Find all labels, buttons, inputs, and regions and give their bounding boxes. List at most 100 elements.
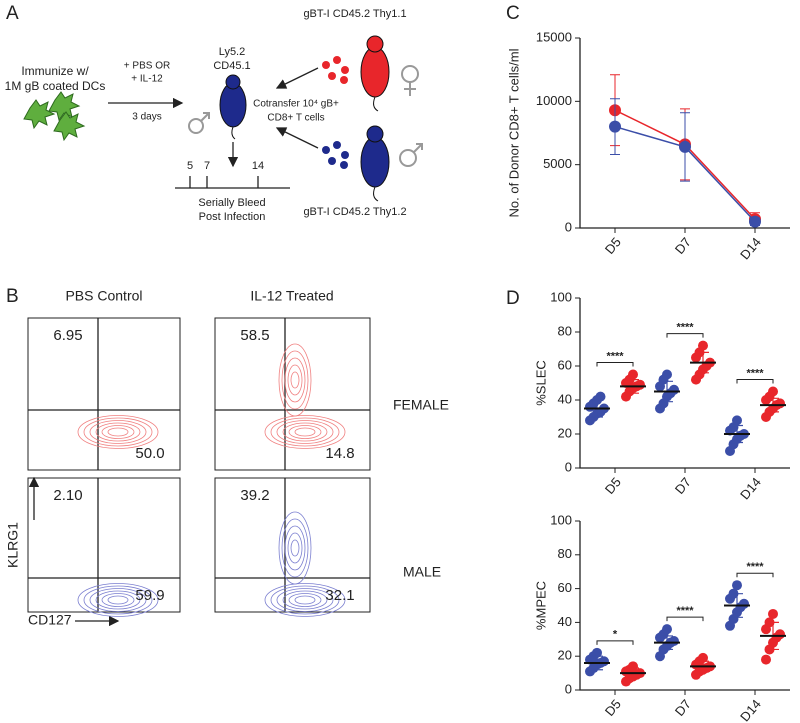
y-tick-label: 40 bbox=[558, 391, 572, 406]
contour bbox=[107, 427, 129, 437]
significance-label: **** bbox=[676, 605, 694, 617]
x-tick-label: D7 bbox=[672, 474, 694, 496]
panel-b: B PBS Control IL-12 Treated FEMALE MALE … bbox=[5, 286, 449, 628]
row-title: FEMALE bbox=[393, 397, 449, 413]
column-title: IL-12 Treated bbox=[250, 288, 333, 304]
contour bbox=[282, 422, 328, 442]
contour bbox=[276, 588, 334, 612]
quadrant-value: 32.1 bbox=[325, 587, 354, 604]
y-axis-label: %MPEC bbox=[533, 581, 548, 630]
significance-bracket bbox=[736, 379, 774, 384]
significance-bracket bbox=[736, 572, 774, 578]
y-axis-label: KLRG1 bbox=[5, 522, 21, 568]
flow-plot-frame bbox=[27, 477, 181, 613]
cells bbox=[322, 56, 349, 84]
point bbox=[609, 120, 621, 133]
contour bbox=[77, 415, 159, 449]
y-axis-label: No. of Donor CD8+ T cells/ml bbox=[506, 48, 521, 217]
text: CD8+ T cells bbox=[267, 113, 324, 124]
donor-mouse bbox=[360, 35, 390, 112]
contour bbox=[107, 595, 129, 605]
y-tick-label: 100 bbox=[550, 289, 572, 304]
quadrant-value: 58.5 bbox=[240, 327, 269, 344]
contour bbox=[264, 583, 346, 617]
panel-label: C bbox=[506, 3, 520, 24]
significance-bracket bbox=[596, 362, 634, 367]
point bbox=[628, 369, 638, 380]
y-tick-label: 80 bbox=[558, 323, 572, 338]
text: 14 bbox=[252, 160, 264, 172]
contour bbox=[284, 357, 306, 403]
text: Immunize w/ bbox=[21, 64, 89, 78]
text: 3 days bbox=[132, 112, 161, 123]
arrow bbox=[275, 67, 319, 89]
contour bbox=[83, 417, 153, 447]
host-mouse bbox=[219, 74, 247, 140]
x-tick-label: D7 bbox=[672, 696, 694, 718]
flow-plot-frame bbox=[214, 477, 371, 613]
point bbox=[679, 140, 691, 153]
y-tick-label: 20 bbox=[558, 648, 572, 663]
x-tick-label: D14 bbox=[737, 234, 764, 262]
male-symbol bbox=[188, 112, 210, 134]
x-tick-label: D5 bbox=[602, 474, 624, 496]
significance-label: **** bbox=[746, 561, 764, 573]
point bbox=[662, 624, 672, 635]
point bbox=[775, 398, 785, 409]
y-tick-label: 10000 bbox=[536, 93, 572, 108]
y-tick-label: 0 bbox=[565, 219, 572, 234]
point bbox=[775, 629, 785, 640]
contour bbox=[95, 590, 141, 610]
arrow bbox=[275, 127, 319, 149]
text: + PBS OR bbox=[124, 61, 170, 72]
y-tick-label: 100 bbox=[550, 512, 572, 527]
contour bbox=[290, 539, 300, 557]
point bbox=[635, 379, 645, 390]
point bbox=[669, 384, 679, 395]
text: Ly5.2 bbox=[219, 46, 246, 58]
y-tick-label: 0 bbox=[565, 681, 572, 696]
contour bbox=[284, 525, 306, 571]
contour bbox=[89, 588, 147, 612]
significance-bracket bbox=[666, 333, 704, 338]
point bbox=[761, 654, 771, 665]
y-tick-label: 60 bbox=[558, 357, 572, 372]
quadrant-value: 2.10 bbox=[53, 487, 82, 504]
contour bbox=[101, 425, 135, 439]
text: 7 bbox=[204, 160, 210, 172]
flow-plot-frame bbox=[214, 317, 371, 471]
point bbox=[669, 635, 679, 646]
panel-label: D bbox=[506, 288, 520, 309]
panel-a: A Immunize w/ 1M gB coated DCs + PBS OR … bbox=[5, 3, 423, 223]
text: Post Infection bbox=[199, 211, 266, 223]
row-title: MALE bbox=[403, 564, 441, 580]
text: gBT-I CD45.2 Thy1.2 bbox=[303, 206, 406, 218]
y-tick-label: 20 bbox=[558, 425, 572, 440]
y-axis-label: %SLEC bbox=[533, 360, 548, 406]
contour bbox=[95, 422, 141, 442]
y-tick-label: 40 bbox=[558, 614, 572, 629]
point bbox=[662, 369, 672, 380]
quadrant-value: 39.2 bbox=[240, 487, 269, 504]
point bbox=[739, 598, 749, 609]
point bbox=[698, 652, 708, 663]
donor-mouse bbox=[360, 125, 390, 202]
contour bbox=[278, 343, 312, 417]
y-tick-label: 60 bbox=[558, 580, 572, 595]
contour bbox=[288, 593, 322, 607]
text: Serially Bleed bbox=[198, 197, 265, 209]
contour bbox=[83, 585, 153, 615]
quadrant-value: 50.0 bbox=[135, 445, 164, 462]
contour bbox=[288, 425, 322, 439]
point bbox=[732, 580, 742, 591]
point bbox=[595, 391, 606, 402]
male-symbol bbox=[399, 143, 423, 167]
y-tick-label: 80 bbox=[558, 546, 572, 561]
flow-plot-frame bbox=[27, 317, 181, 471]
y-tick-label: 0 bbox=[565, 459, 572, 474]
cells bbox=[322, 141, 349, 169]
x-tick-label: D14 bbox=[737, 474, 764, 502]
column-title: PBS Control bbox=[65, 288, 142, 304]
y-tick-label: 5000 bbox=[543, 156, 572, 171]
point bbox=[732, 415, 742, 426]
